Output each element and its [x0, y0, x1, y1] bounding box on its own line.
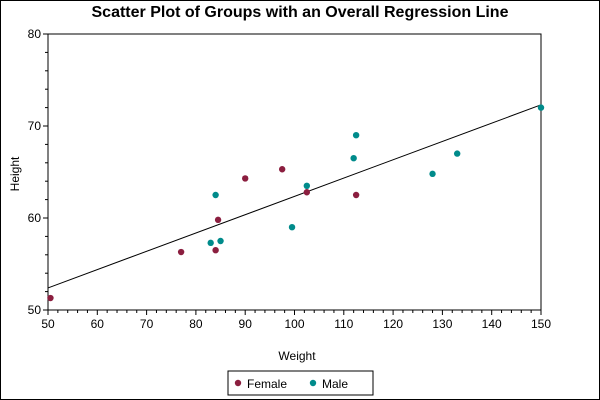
data-point-female [242, 175, 249, 182]
x-axis-label: Weight [278, 349, 316, 363]
x-tick-label: 110 [334, 317, 353, 331]
x-tick-label: 50 [41, 317, 55, 331]
legend-box [227, 370, 374, 396]
x-tick-label: 60 [91, 317, 105, 331]
plot-area-border [47, 33, 542, 311]
x-tick-label: 140 [482, 317, 502, 331]
y-tick-label: 80 [28, 27, 42, 41]
x-tick-label: 80 [189, 317, 203, 331]
data-point-male [212, 191, 219, 199]
regression-line [47, 104, 542, 289]
data-point-male [207, 239, 214, 247]
data-point-male [303, 182, 311, 189]
x-tick-label: 70 [140, 317, 154, 331]
data-point-female [177, 248, 185, 256]
data-point-female [352, 191, 360, 199]
x-tick-label: 130 [432, 317, 452, 331]
y-tick-label: 70 [28, 119, 42, 133]
x-tick-label: 100 [284, 317, 304, 331]
data-point-female [303, 189, 311, 196]
data-point-male [537, 104, 545, 111]
data-points [47, 104, 545, 302]
data-point-female [47, 294, 54, 302]
legend-male-marker [309, 379, 317, 387]
x-tick-label: 90 [239, 317, 253, 331]
data-point-male [352, 132, 360, 139]
legend-female-label: Female [247, 377, 287, 391]
x-axis-ticks: 50 60 70 80 90 100 110 120 130 140 150 [41, 310, 551, 331]
data-point-male [429, 170, 436, 178]
data-point-male [288, 224, 296, 231]
y-axis-label: Height [8, 156, 22, 191]
data-point-male [453, 150, 461, 157]
y-tick-label: 60 [28, 211, 42, 225]
legend-male-label: Male [322, 377, 348, 391]
data-point-female [278, 166, 286, 173]
data-point-male [217, 237, 224, 245]
x-tick-label: 150 [531, 317, 551, 331]
data-point-male [350, 155, 357, 162]
y-tick-label: 50 [28, 303, 42, 317]
data-point-female [212, 247, 219, 254]
chart-title: Scatter Plot of Groups with an Overall R… [92, 4, 509, 21]
data-point-female [214, 216, 222, 224]
legend: Female Male [227, 370, 374, 396]
legend-female-marker [234, 379, 242, 387]
x-tick-label: 120 [383, 317, 403, 331]
y-axis-ticks: 50 60 70 80 [28, 27, 48, 317]
